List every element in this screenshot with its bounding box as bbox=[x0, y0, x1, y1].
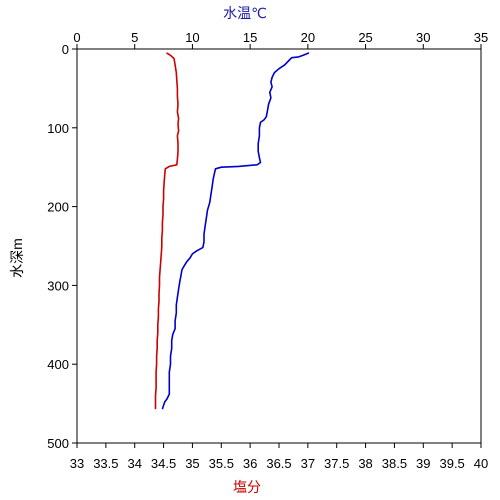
bottom-tick-label: 34 bbox=[127, 456, 141, 471]
bottom-tick-label: 36 bbox=[243, 456, 257, 471]
bottom-tick-label: 39.5 bbox=[439, 456, 464, 471]
left-axis-ticks: 0 100 200 300 400 500 bbox=[47, 42, 77, 451]
bottom-tick-label: 38 bbox=[358, 456, 372, 471]
top-tick-label: 0 bbox=[73, 30, 80, 45]
left-tick-label: 500 bbox=[47, 436, 69, 451]
bottom-tick-label: 34.5 bbox=[151, 456, 176, 471]
plot-area-frame bbox=[76, 48, 482, 444]
top-tick-label: 35 bbox=[474, 30, 488, 45]
bottom-axis-title: 塩分 bbox=[233, 479, 261, 495]
bottom-tick-label: 39 bbox=[416, 456, 430, 471]
left-axis-title: 水深m bbox=[9, 238, 25, 278]
temperature-profile-line bbox=[161, 52, 310, 410]
top-tick-label: 30 bbox=[416, 30, 430, 45]
left-tick-label: 0 bbox=[62, 42, 69, 57]
top-tick-label: 25 bbox=[358, 30, 372, 45]
left-tick-label: 100 bbox=[47, 121, 69, 136]
bottom-axis-ticks: 33 33.5 34 34.5 35 35.5 36 36.5 37 37.5 38 38.5 39 39… bbox=[70, 443, 488, 471]
bottom-tick-label: 38.5 bbox=[382, 456, 407, 471]
bottom-tick-label: 33.5 bbox=[93, 456, 118, 471]
left-tick-label: 400 bbox=[47, 357, 69, 372]
top-tick-label: 10 bbox=[185, 30, 199, 45]
bottom-tick-label: 33 bbox=[70, 456, 84, 471]
bottom-tick-label: 37 bbox=[301, 456, 315, 471]
bottom-tick-label: 37.5 bbox=[324, 456, 349, 471]
top-tick-label: 5 bbox=[131, 30, 138, 45]
bottom-tick-label: 36.5 bbox=[266, 456, 291, 471]
top-axis-ticks: 0 5 10 15 20 25 30 35 bbox=[73, 30, 488, 49]
left-tick-label: 300 bbox=[47, 278, 69, 293]
salinity-profile-line bbox=[154, 52, 180, 410]
top-axis-title: 水温℃ bbox=[223, 5, 267, 21]
top-tick-label: 15 bbox=[243, 30, 257, 45]
left-tick-label: 200 bbox=[47, 200, 69, 215]
bottom-tick-label: 35.5 bbox=[209, 456, 234, 471]
bottom-tick-label: 35 bbox=[185, 456, 199, 471]
bottom-tick-label: 40 bbox=[474, 456, 488, 471]
top-tick-label: 20 bbox=[301, 30, 315, 45]
series-layer bbox=[154, 52, 310, 410]
